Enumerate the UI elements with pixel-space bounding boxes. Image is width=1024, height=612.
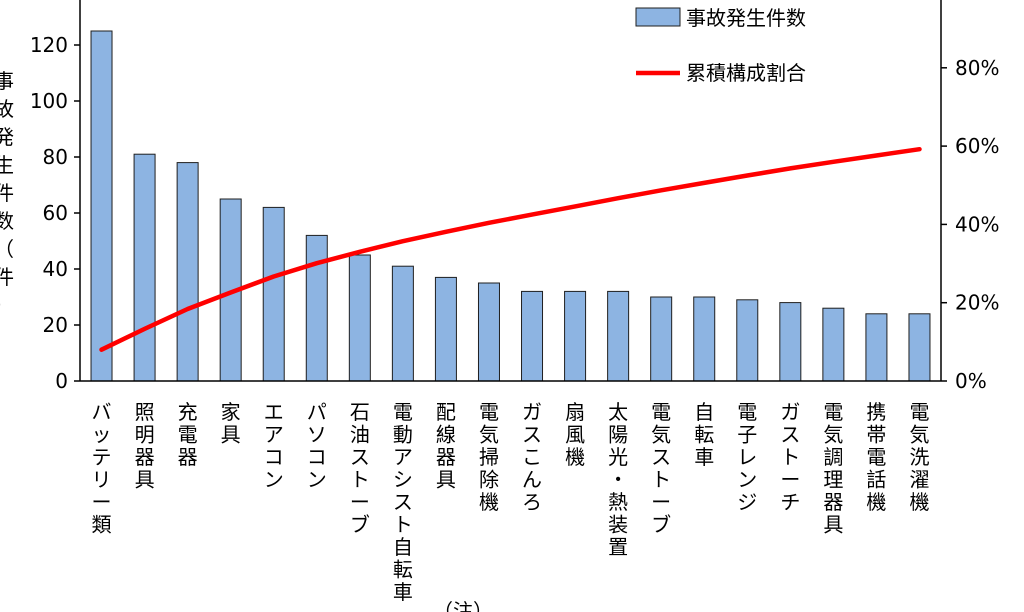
y-axis-title: 事故発生件数（件） [0,69,14,317]
bar [262,206,285,382]
left-axis-ticks: 0 20 40 60 80 100 120 [30,33,80,393]
legend-label-bars: 事故発生件数 [686,6,806,30]
bar [133,153,156,382]
bar [521,290,544,382]
y2-tick-label: 80% [955,56,999,80]
bar [650,296,673,382]
category-label: 太陽光・熱装置 [608,400,628,559]
category-label: 携帯電話機 [866,400,886,514]
cumulative-line [99,146,922,352]
category-label: エアコン [264,400,284,492]
y-tick-label: 60 [43,201,68,225]
category-label: 家具 [221,400,241,447]
category-label: 電動アシスト自転車 [393,400,413,604]
note-text: （注）... [433,599,512,612]
bar [90,30,113,382]
bar [348,254,371,382]
y-tick-label: 120 [30,33,68,57]
category-label: 扇風機 [565,400,585,469]
bar [176,162,199,382]
bar [305,234,328,382]
bar [865,313,888,382]
y-tick-label: 100 [30,89,68,113]
bar [477,282,500,382]
bar [391,265,414,382]
right-axis-ticks: 0% 20% 40% 60% 80% [941,56,999,393]
bar [564,290,587,382]
category-label: 電気ストーブ [651,400,671,537]
category-label: 照明器具 [135,400,155,492]
category-label: ガスこんろ [522,400,542,514]
line-series [99,146,922,352]
bar [779,302,802,382]
category-label: 石油ストーブ [350,400,370,537]
y2-tick-label: 60% [955,134,999,158]
legend-bar-swatch [635,7,681,27]
category-label: 電気洗濯機 [909,400,929,514]
category-label: ガストーチ [780,400,800,514]
category-label: 電気掃除機 [479,400,499,514]
y2-tick-label: 40% [955,212,999,236]
partial-note: （注）... [433,599,512,612]
category-label: 自転車 [694,400,714,469]
bar [908,313,931,382]
bar [607,290,630,382]
category-label: パソコン [307,400,327,492]
category-label: 電子レンジ [737,400,757,514]
y-tick-label: 80 [43,145,68,169]
y-tick-label: 0 [55,369,68,393]
bar [736,299,759,382]
bar [434,276,457,382]
y-tick-label: 40 [43,257,68,281]
category-label: 配線器具 [436,400,456,492]
axes [79,0,942,382]
bar [693,296,716,382]
y-tick-label: 20 [43,313,68,337]
bar [822,307,845,382]
y2-tick-label: 0% [955,369,987,393]
category-label: バッテリー類 [92,400,112,537]
category-labels: バッテリー類 照明器具 充電器 家具 エアコン パソコン 石油ストーブ 電動アシスト自転車 配線… [92,400,930,604]
y2-tick-label: 20% [955,291,999,315]
category-label: 電気調理器具 [823,400,843,537]
legend-label-line: 累積構成割合 [686,61,806,85]
y-axis-label: 事故発生件数（件） [0,69,14,317]
category-label: 充電器 [178,400,198,469]
